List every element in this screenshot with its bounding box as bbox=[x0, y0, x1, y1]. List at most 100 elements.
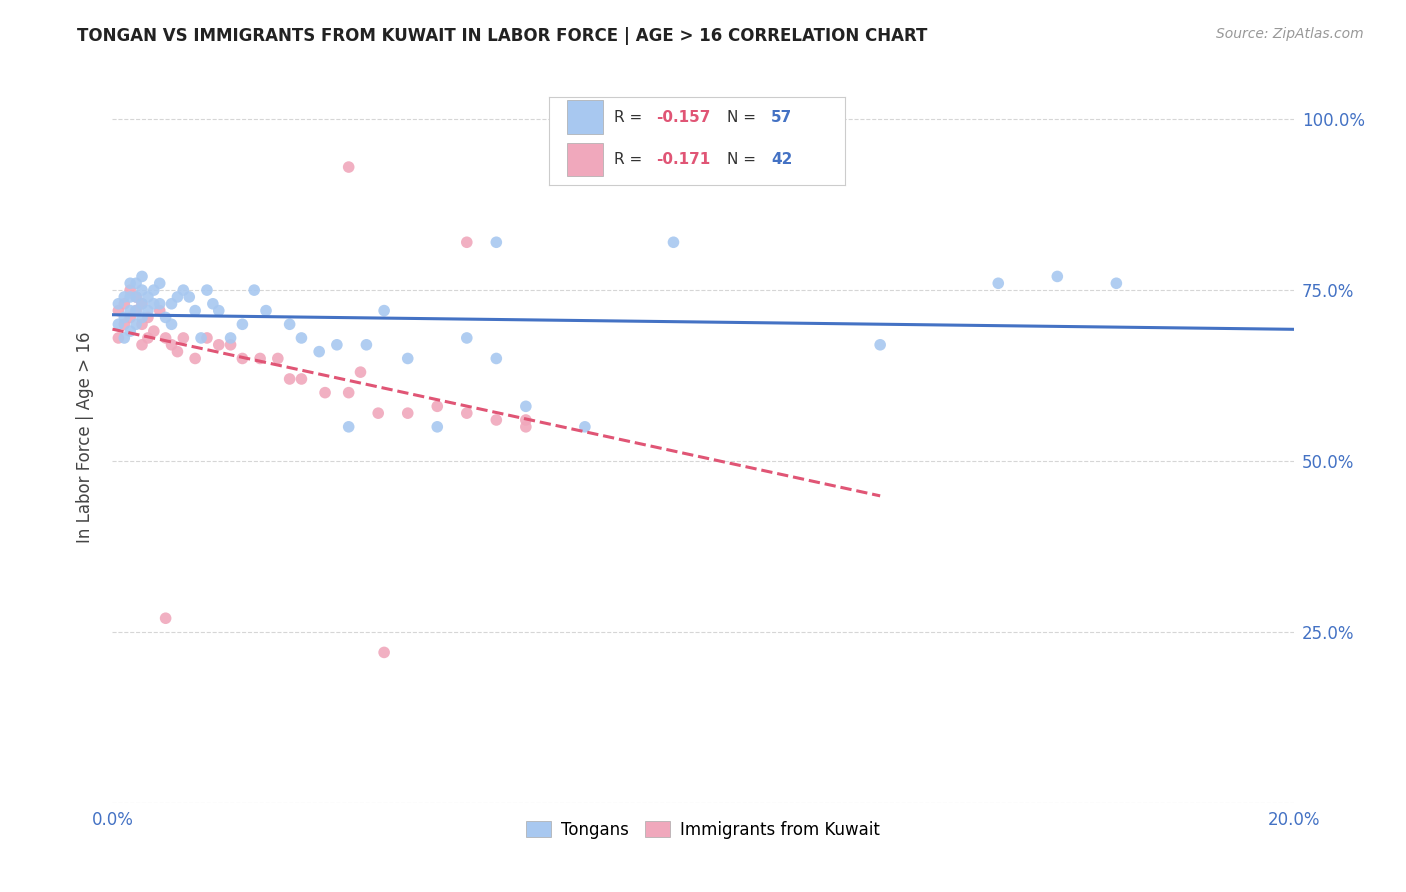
Point bbox=[184, 303, 207, 318]
Point bbox=[160, 338, 183, 352]
Point bbox=[149, 277, 172, 291]
Y-axis label: In Labor Force | Age > 16: In Labor Force | Age > 16 bbox=[76, 331, 94, 543]
Point bbox=[125, 303, 148, 318]
Point bbox=[166, 290, 188, 304]
Point bbox=[308, 344, 330, 359]
Point bbox=[485, 235, 508, 250]
Point bbox=[160, 318, 183, 332]
Point bbox=[184, 351, 207, 366]
Point bbox=[243, 283, 266, 297]
Point bbox=[107, 318, 129, 332]
Point bbox=[208, 338, 231, 352]
Point bbox=[662, 235, 685, 250]
Point bbox=[131, 269, 153, 284]
Point bbox=[149, 297, 172, 311]
Point bbox=[107, 303, 129, 318]
Point bbox=[515, 420, 537, 434]
Point bbox=[337, 160, 360, 174]
Point bbox=[314, 385, 336, 400]
Point bbox=[267, 351, 290, 366]
Point bbox=[112, 297, 135, 311]
Point bbox=[131, 297, 153, 311]
Point bbox=[142, 283, 165, 297]
Point bbox=[254, 303, 277, 318]
Point bbox=[125, 290, 148, 304]
Point bbox=[208, 303, 231, 318]
Point bbox=[290, 331, 312, 345]
Point bbox=[231, 351, 253, 366]
Point bbox=[120, 310, 142, 325]
Point bbox=[396, 406, 419, 420]
Point bbox=[278, 318, 301, 332]
Point bbox=[125, 318, 148, 332]
Point bbox=[249, 351, 271, 366]
Point bbox=[160, 297, 183, 311]
Point bbox=[172, 331, 194, 345]
Point bbox=[120, 303, 142, 318]
Point bbox=[142, 324, 165, 338]
Point bbox=[125, 277, 148, 291]
Point bbox=[131, 310, 153, 325]
Point bbox=[1105, 277, 1128, 291]
Point bbox=[396, 351, 419, 366]
Point bbox=[112, 331, 135, 345]
Point bbox=[120, 290, 142, 304]
Point bbox=[131, 318, 153, 332]
Point bbox=[107, 297, 129, 311]
Point bbox=[120, 283, 142, 297]
Text: Source: ZipAtlas.com: Source: ZipAtlas.com bbox=[1216, 27, 1364, 41]
Point bbox=[485, 413, 508, 427]
Point bbox=[231, 318, 253, 332]
Point bbox=[515, 400, 537, 414]
Point bbox=[112, 318, 135, 332]
Point bbox=[515, 413, 537, 427]
Point bbox=[136, 310, 159, 325]
Point bbox=[155, 611, 177, 625]
Point bbox=[155, 331, 177, 345]
Point bbox=[190, 331, 212, 345]
Point bbox=[337, 385, 360, 400]
Point bbox=[120, 324, 142, 338]
Point bbox=[326, 338, 349, 352]
Point bbox=[219, 338, 242, 352]
Point bbox=[125, 303, 148, 318]
Point bbox=[120, 277, 142, 291]
Point bbox=[426, 420, 449, 434]
Point bbox=[367, 406, 389, 420]
Point bbox=[290, 372, 312, 386]
Point bbox=[112, 290, 135, 304]
Point bbox=[356, 338, 378, 352]
Point bbox=[131, 338, 153, 352]
Point bbox=[179, 290, 201, 304]
Point bbox=[107, 331, 129, 345]
Point bbox=[149, 303, 172, 318]
Point bbox=[337, 420, 360, 434]
Point bbox=[373, 645, 395, 659]
Point bbox=[278, 372, 301, 386]
Text: TONGAN VS IMMIGRANTS FROM KUWAIT IN LABOR FORCE | AGE > 16 CORRELATION CHART: TONGAN VS IMMIGRANTS FROM KUWAIT IN LABO… bbox=[77, 27, 928, 45]
Point bbox=[172, 283, 194, 297]
Point bbox=[485, 351, 508, 366]
Point bbox=[142, 297, 165, 311]
Point bbox=[456, 406, 478, 420]
Point bbox=[1046, 269, 1069, 284]
Point bbox=[195, 331, 218, 345]
Point bbox=[426, 400, 449, 414]
Point bbox=[201, 297, 224, 311]
Point bbox=[131, 297, 153, 311]
Point bbox=[574, 420, 596, 434]
Point bbox=[219, 331, 242, 345]
Point bbox=[136, 303, 159, 318]
Point bbox=[456, 331, 478, 345]
Point bbox=[136, 290, 159, 304]
Point bbox=[373, 303, 395, 318]
Point bbox=[349, 365, 371, 379]
Point bbox=[131, 283, 153, 297]
Point bbox=[456, 235, 478, 250]
Point bbox=[112, 310, 135, 325]
Point bbox=[195, 283, 218, 297]
Point bbox=[869, 338, 891, 352]
Point bbox=[136, 331, 159, 345]
Legend: Tongans, Immigrants from Kuwait: Tongans, Immigrants from Kuwait bbox=[519, 814, 887, 846]
Point bbox=[155, 310, 177, 325]
